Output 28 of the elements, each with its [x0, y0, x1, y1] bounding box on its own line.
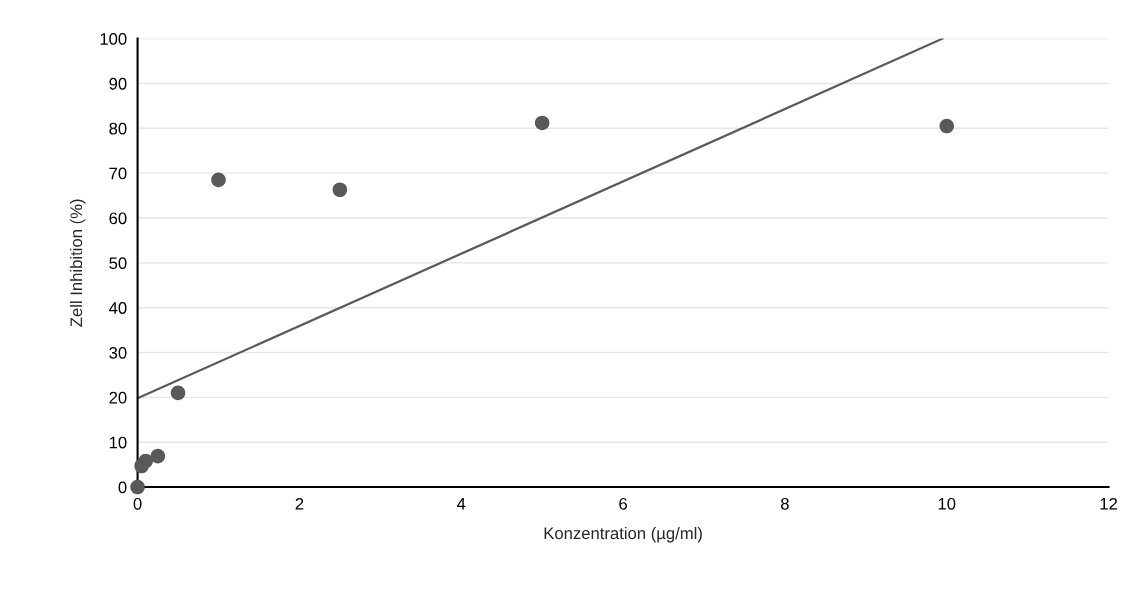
y-tick-label: 100 [100, 33, 127, 45]
y-tick-label: 90 [109, 77, 127, 90]
point [211, 172, 226, 188]
x-tick-label: 12 [1100, 497, 1118, 510]
y-tick-label: 0 [118, 481, 127, 494]
y-tick-label: 50 [109, 257, 127, 270]
y-tick-label: 40 [109, 302, 127, 314]
x-tick-label: 10 [938, 497, 956, 510]
point [939, 118, 955, 134]
point [332, 182, 348, 198]
x-tick-label: 0 [133, 497, 142, 510]
point [534, 115, 550, 131]
y-tick-label: 20 [109, 391, 127, 404]
point [170, 385, 186, 401]
y-tick-label: 60 [109, 212, 127, 225]
y-tick-label: 70 [109, 167, 127, 180]
y-tick-label: 80 [109, 122, 127, 135]
point [130, 479, 145, 495]
x-tick-label: 2 [295, 497, 304, 510]
point [138, 453, 153, 469]
y-tick-label: 10 [109, 436, 127, 449]
x-tick-label: 8 [781, 497, 789, 510]
point [150, 448, 166, 464]
x-axis-title: Konzentration (µg/ml) [544, 526, 702, 543]
x-tick-label: 6 [619, 497, 627, 510]
x-tick-label: 4 [456, 498, 466, 510]
y-tick-label: 30 [109, 346, 127, 359]
y-axis-title: Zell Inhibition (%) [69, 199, 86, 327]
